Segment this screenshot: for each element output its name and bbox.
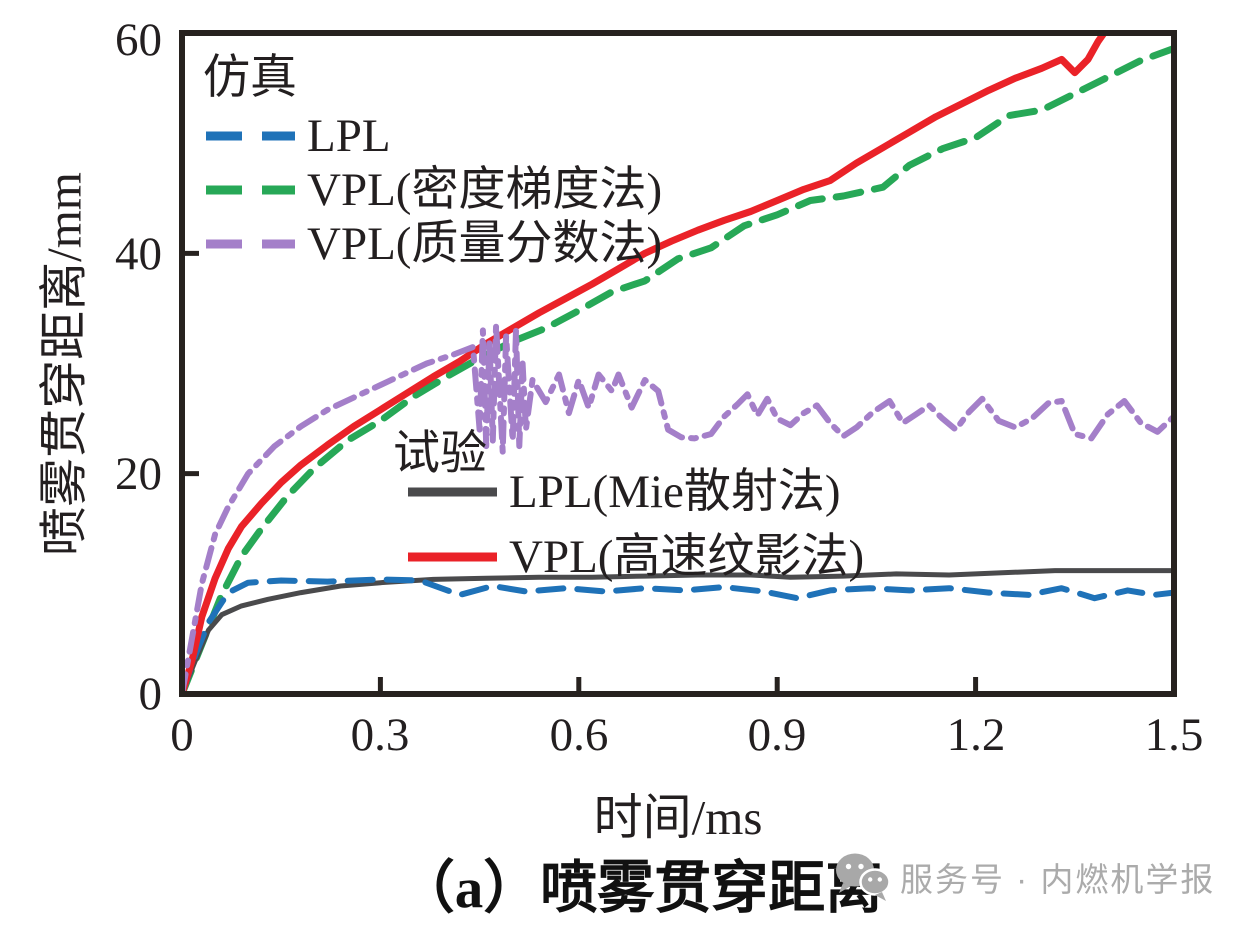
watermark: 服务号 · 内燃机学报 (833, 851, 1215, 903)
figure-caption: （a）喷雾贯穿距离 (397, 857, 883, 920)
legend-item-sim-vpl-mass: VPL(质量分数法) (203, 216, 662, 272)
x-tick-label-09: 0.9 (747, 709, 807, 761)
series-line-exp-vpl (182, 33, 1109, 694)
sim-vpl-density-line-sample (206, 185, 295, 195)
legend-item-exp-lpl: LPL(Mie散射法) (405, 464, 841, 520)
legend-simulation-title: 仿真 (203, 52, 297, 104)
legend-item-sim-lpl: LPL (203, 108, 391, 164)
exp-vpl-line-sample (408, 552, 497, 562)
x-tick-label-15: 1.5 (1144, 709, 1204, 761)
y-tick-label-60: 60 (115, 14, 162, 66)
x-axis-title: 时间/ms (593, 790, 763, 845)
legend-label-sim-lpl: LPL (307, 110, 391, 162)
legend-item-exp-vpl: VPL(高速纹影法) (405, 529, 864, 585)
series-line-sim-vpl-mass (182, 321, 1174, 694)
legend-experiment-title: 试验 (393, 428, 487, 480)
sim-vpl-mass-line-sample (206, 239, 295, 249)
series-line-exp-lpl (182, 568, 1174, 694)
x-tick-label-03: 0.3 (350, 709, 410, 761)
y-axis-title: 喷雾贯穿距离/mm (36, 172, 92, 556)
legend-label-sim-vpl-mass: VPL(质量分数法) (307, 218, 663, 270)
legend-label-sim-vpl-density: VPL(密度梯度法) (307, 164, 663, 216)
x-tick-label-0: 0 (170, 709, 194, 761)
y-tick-label-0: 0 (138, 668, 163, 720)
plot-frame (179, 30, 1177, 697)
y-tick-label-40: 40 (115, 228, 162, 280)
wechat-icon (836, 853, 891, 901)
legend-item-sim-vpl-density: VPL(密度梯度法) (203, 162, 662, 218)
series-line-sim-lpl (182, 576, 1174, 694)
data-series-layer (182, 33, 1174, 694)
legend-label-exp-lpl: LPL(Mie散射法) (509, 466, 841, 518)
x-tick-label-12: 1.2 (946, 709, 1006, 761)
series-line-sim-vpl-density (182, 44, 1174, 694)
watermark-text: 服务号 · 内燃机学报 (900, 861, 1216, 898)
sim-lpl-line-sample (206, 131, 295, 141)
x-tick-label-06: 0.6 (549, 709, 609, 761)
legend-label-exp-vpl: VPL(高速纹影法) (509, 531, 865, 583)
exp-lpl-line-sample (408, 487, 497, 497)
y-tick-label-20: 20 (115, 448, 162, 500)
